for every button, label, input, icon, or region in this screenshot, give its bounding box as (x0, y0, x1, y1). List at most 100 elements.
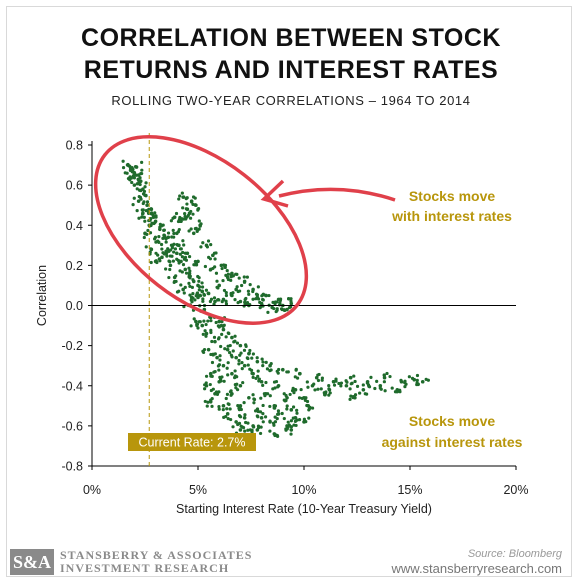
data-point-jitter (251, 289, 255, 294)
data-point-jitter (331, 380, 335, 384)
data-point-jitter (307, 416, 311, 420)
data-point-jitter (276, 412, 280, 416)
data-point (255, 359, 260, 364)
data-point-jitter (188, 284, 192, 289)
data-point-jitter (297, 417, 302, 422)
data-point-jitter (178, 215, 182, 220)
data-point-jitter (173, 247, 178, 251)
data-point-jitter (248, 348, 252, 353)
data-point (196, 259, 200, 264)
data-point-jitter (289, 432, 293, 436)
data-point-jitter (183, 255, 188, 259)
data-point-jitter (142, 189, 147, 194)
data-point-jitter (251, 297, 255, 301)
data-point-jitter (305, 380, 309, 384)
data-point-jitter (287, 296, 291, 301)
data-point-jitter (352, 374, 356, 378)
data-point-jitter (233, 369, 237, 373)
data-point (136, 199, 141, 203)
data-point-jitter (197, 288, 201, 292)
data-point-jitter (291, 386, 295, 390)
data-point-jitter (214, 271, 219, 275)
data-point-jitter (289, 297, 293, 301)
chart-subtitle: ROLLING TWO-YEAR CORRELATIONS – 1964 TO … (111, 93, 471, 108)
data-point-jitter (286, 420, 290, 424)
data-point-jitter (228, 350, 232, 355)
annotation-against-rates: Stocks move (409, 413, 496, 429)
annotation-with-rates: Stocks move (409, 188, 496, 204)
data-point-jitter (369, 375, 373, 380)
data-point-jitter (375, 379, 379, 384)
data-point-jitter (206, 400, 210, 404)
data-point-jitter (138, 176, 142, 180)
data-point-jitter (167, 275, 171, 280)
data-point-jitter (169, 219, 173, 223)
data-point-jitter (288, 392, 292, 397)
data-point-jitter (141, 212, 145, 216)
data-point-jitter (228, 407, 232, 411)
data-point-jitter (138, 195, 143, 200)
data-point-jitter (193, 196, 197, 200)
data-point-jitter (348, 387, 352, 391)
data-point-jitter (240, 283, 244, 288)
data-point (314, 375, 319, 380)
data-point (285, 307, 289, 312)
data-point-jitter (235, 285, 239, 289)
data-point (149, 207, 154, 211)
data-point-jitter (243, 297, 247, 302)
data-point-jitter (211, 266, 215, 271)
data-point-jitter (183, 251, 187, 255)
source-note: Source: Bloomberg (467, 548, 562, 560)
data-point-jitter (149, 247, 153, 251)
data-point-jitter (174, 279, 178, 284)
x-tick-label: 15% (397, 483, 422, 497)
data-point-jitter (229, 417, 233, 422)
data-point (217, 319, 221, 324)
data-point-jitter (191, 296, 195, 300)
data-point-jitter (199, 245, 203, 249)
data-point-jitter (220, 375, 224, 379)
data-point-jitter (200, 285, 205, 289)
data-point-jitter (210, 404, 214, 408)
y-tick-label: 0.6 (66, 179, 83, 193)
data-point-jitter (183, 285, 187, 289)
data-point-jitter (283, 399, 287, 403)
data-point-jitter (165, 254, 169, 258)
data-point-jitter (237, 358, 241, 363)
data-point-jitter (261, 412, 265, 416)
data-point-jitter (155, 260, 159, 265)
data-point-jitter (181, 239, 185, 243)
data-point-jitter (186, 213, 190, 218)
data-point (238, 383, 243, 388)
data-point-jitter (242, 275, 246, 279)
data-point-jitter (223, 347, 227, 351)
data-point-jitter (344, 379, 348, 383)
data-point-jitter (182, 291, 186, 295)
data-point-jitter (217, 363, 222, 367)
data-point-jitter (125, 171, 129, 175)
data-point-jitter (285, 427, 289, 431)
data-point-jitter (206, 291, 210, 295)
data-point-jitter (261, 298, 265, 302)
data-point-jitter (142, 215, 146, 219)
data-point-jitter (197, 219, 201, 223)
data-point (238, 428, 243, 432)
data-point-jitter (193, 226, 197, 231)
data-point-jitter (219, 344, 223, 349)
data-point-jitter (225, 407, 229, 411)
data-point-jitter (188, 293, 192, 297)
chart-title-line1: CORRELATION BETWEEN STOCK (81, 24, 501, 52)
data-point-jitter (135, 209, 139, 213)
data-point (234, 287, 238, 292)
data-point-jitter (261, 383, 265, 388)
data-point-jitter (138, 182, 142, 187)
data-point-jitter (214, 251, 218, 255)
data-point-jitter (256, 369, 260, 373)
data-point-jitter (224, 335, 228, 339)
data-point-jitter (275, 308, 279, 312)
data-point-jitter (271, 387, 275, 391)
data-point-jitter (213, 257, 217, 261)
data-point-jitter (223, 265, 227, 270)
data-point-jitter (206, 239, 211, 243)
